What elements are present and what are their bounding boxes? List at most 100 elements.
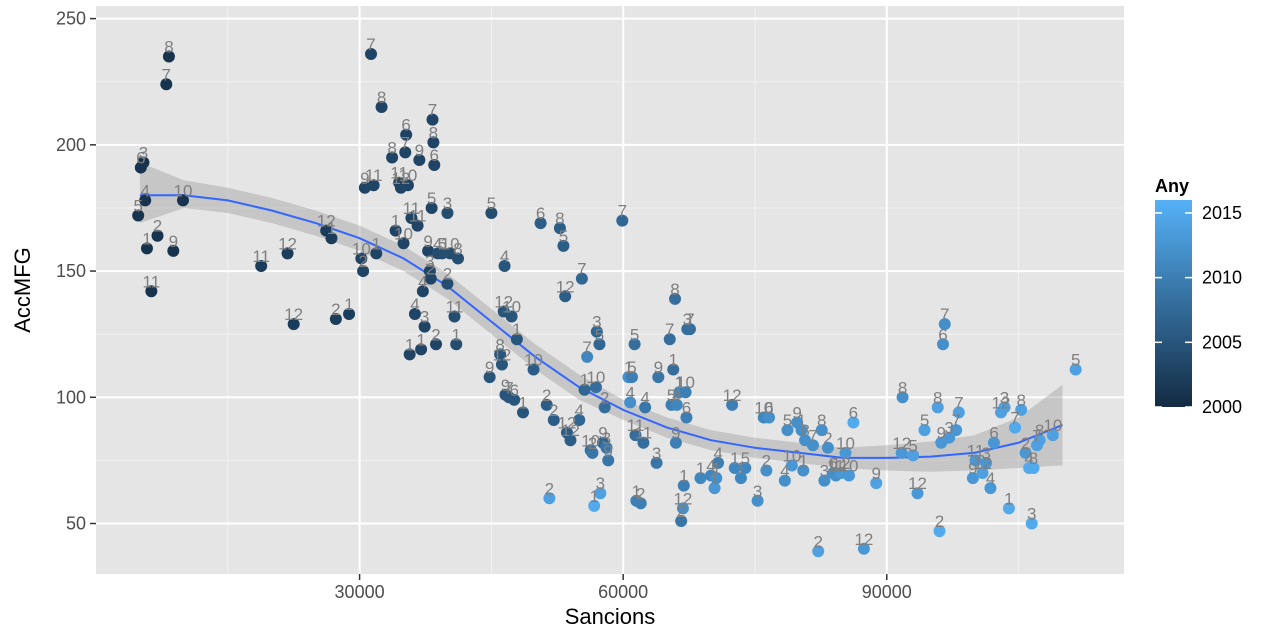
- data-point: [847, 416, 860, 429]
- data-point-label: 6: [764, 398, 773, 417]
- data-point: [976, 467, 989, 480]
- data-point: [943, 431, 956, 444]
- data-point-label: 12: [673, 489, 692, 508]
- y-tick-label: 150: [56, 261, 86, 281]
- data-point-label: 2: [426, 260, 435, 279]
- data-point: [495, 358, 508, 371]
- data-point-label: 12: [892, 434, 911, 453]
- data-point: [778, 474, 791, 487]
- data-point-label: 2: [935, 512, 944, 531]
- data-point-label: 7: [366, 35, 375, 54]
- data-point: [1033, 434, 1046, 447]
- data-point-label: 1: [799, 451, 808, 470]
- data-point: [255, 260, 268, 273]
- data-point: [329, 313, 342, 326]
- x-tick-label: 60000: [598, 582, 648, 602]
- data-point-label: 12: [992, 393, 1011, 412]
- data-point-label: 3: [420, 308, 429, 327]
- data-point: [389, 224, 402, 237]
- data-point-label: 8: [1029, 449, 1038, 468]
- data-point-label: 1: [710, 469, 719, 488]
- data-point-label: 3: [1027, 505, 1036, 524]
- data-point-label: 3: [820, 462, 829, 481]
- data-point-label: 3: [425, 252, 434, 271]
- data-point: [594, 487, 607, 500]
- data-point-label: 9: [654, 358, 663, 377]
- data-point-label: 7: [808, 426, 817, 445]
- legend: Any 2000 2005 2010 2015: [1155, 176, 1242, 417]
- data-point: [797, 464, 810, 477]
- data-point-label: 8: [164, 37, 173, 56]
- data-point-label: 8: [387, 138, 396, 157]
- data-point-label: 12: [908, 474, 927, 493]
- data-point: [918, 424, 931, 437]
- data-point-label: 9: [415, 141, 424, 160]
- data-point: [806, 439, 819, 452]
- data-point-label: 2: [153, 217, 162, 236]
- x-tick-label: 90000: [862, 582, 912, 602]
- data-point-label: 2: [331, 300, 340, 319]
- smooth-confidence-band: [139, 162, 1063, 472]
- data-point-label: 10: [840, 457, 859, 476]
- data-point: [355, 252, 368, 265]
- data-point: [534, 217, 547, 230]
- confidence-band-area: [139, 162, 1063, 472]
- data-point-label: 12: [832, 454, 851, 473]
- data-point: [132, 209, 145, 222]
- data-point: [593, 338, 606, 351]
- data-point: [1009, 421, 1022, 434]
- data-point: [952, 406, 965, 419]
- data-point: [422, 244, 435, 257]
- data-point: [137, 156, 150, 169]
- data-point-label: 2: [549, 401, 558, 420]
- y-tick-label: 200: [56, 135, 86, 155]
- data-point-label: 1: [327, 219, 336, 238]
- data-point: [399, 146, 412, 159]
- data-point: [795, 424, 808, 437]
- data-point: [450, 338, 463, 351]
- data-point: [839, 446, 852, 459]
- data-point: [139, 194, 152, 207]
- data-point: [1025, 517, 1038, 530]
- y-tick-label: 50: [66, 514, 86, 534]
- data-point: [628, 338, 641, 351]
- data-point: [287, 318, 300, 331]
- data-point-label: 4: [713, 444, 722, 463]
- data-point: [557, 239, 570, 252]
- data-point-label: 12: [492, 345, 511, 364]
- data-point: [498, 260, 511, 273]
- data-point-label: 12: [723, 386, 742, 405]
- data-point: [441, 207, 454, 220]
- data-point-label: 10: [502, 298, 521, 317]
- data-point: [907, 449, 920, 462]
- data-point-label: 10: [782, 446, 801, 465]
- data-point: [483, 371, 496, 384]
- data-point: [590, 325, 603, 338]
- data-point-label: 4: [625, 383, 634, 402]
- data-point: [998, 401, 1011, 414]
- data-point-label: 10: [352, 239, 371, 258]
- data-point: [911, 487, 924, 500]
- data-point: [415, 343, 428, 356]
- data-point: [441, 277, 454, 290]
- data-point-label: 7: [428, 101, 437, 120]
- data-point-label: 2: [600, 388, 609, 407]
- data-point-label: 7: [577, 260, 586, 279]
- data-point-label: 12: [556, 277, 575, 296]
- data-point-label: 6: [989, 424, 998, 443]
- data-point-label: 7: [940, 305, 949, 324]
- data-point: [425, 201, 438, 214]
- data-point-label: 10: [676, 373, 695, 392]
- data-point-label: 10: [524, 351, 543, 370]
- data-point-label: 3: [592, 313, 601, 332]
- data-point-label: 7: [954, 393, 963, 412]
- data-point: [708, 482, 721, 495]
- data-point-label: 5: [741, 449, 750, 468]
- data-point: [1027, 461, 1040, 474]
- data-point: [413, 153, 426, 166]
- data-point: [969, 454, 982, 467]
- data-point-label: 3: [602, 429, 611, 448]
- data-point: [987, 436, 1000, 449]
